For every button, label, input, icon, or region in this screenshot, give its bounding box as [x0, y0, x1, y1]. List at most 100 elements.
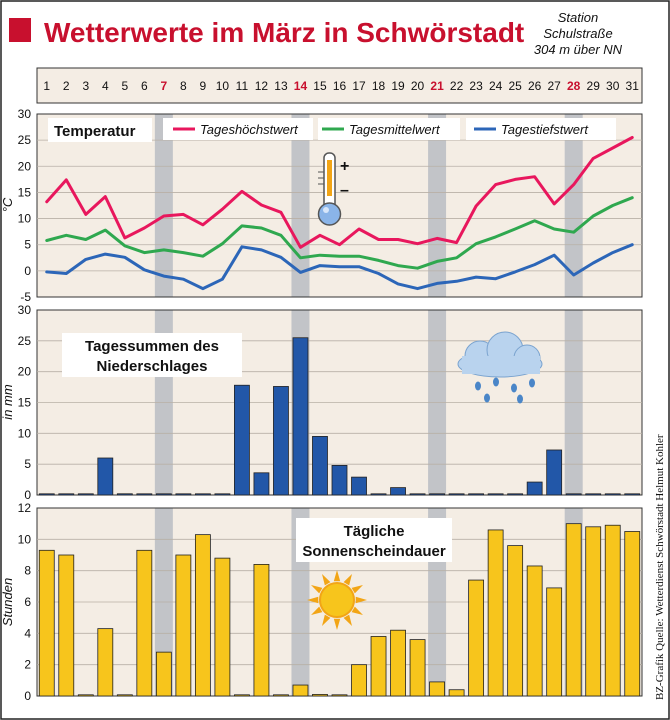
- day-number-12: 12: [255, 79, 269, 93]
- sunshine-bar-15: [312, 694, 328, 697]
- y-tick-1-20: 20: [18, 365, 32, 379]
- legend-mean-box: [318, 118, 460, 140]
- precipitation-bar-18: [370, 493, 387, 496]
- precipitation-bar-5: [116, 493, 133, 496]
- legend-max-label: Tageshöchstwert: [200, 122, 299, 137]
- precipitation-y-label: in mm: [0, 384, 15, 420]
- precipitation-bar-10: [214, 493, 231, 496]
- sunshine-bar-2: [58, 554, 75, 697]
- precipitation-bar-16: [331, 464, 348, 496]
- day-number-15: 15: [313, 79, 327, 93]
- sunshine-bar-19: [390, 629, 406, 697]
- precipitation-bar-27: [546, 449, 563, 496]
- precipitation-bar-1: [38, 493, 55, 496]
- temperature-title-box: [48, 118, 152, 142]
- y-tick-1-0: 0: [24, 488, 31, 502]
- day-number-17: 17: [352, 79, 366, 93]
- sunshine-bar-5: [116, 694, 133, 697]
- sunshine-bar-27: [546, 587, 563, 697]
- sun-ray-6: [307, 596, 319, 604]
- day-number-6: 6: [141, 79, 148, 93]
- precipitation-title-line-2: Niederschlages: [97, 358, 208, 375]
- legend-max-box: [163, 118, 313, 140]
- day-number-13: 13: [274, 79, 288, 93]
- precipitation-bar-11: [234, 384, 250, 496]
- precipitation-bar-29: [585, 493, 602, 496]
- day-number-26: 26: [528, 79, 542, 93]
- rain-cloud-icon: [457, 331, 543, 404]
- sun-ray-3: [333, 618, 341, 630]
- sun-ray-11: [351, 585, 363, 594]
- sunshine-bar-13: [273, 694, 289, 697]
- y-tick-2-2: 2: [24, 658, 31, 672]
- sun-disc: [319, 582, 355, 618]
- y-tick-1-15: 15: [18, 396, 32, 410]
- sunshine-bar-29: [585, 526, 602, 697]
- day-number-11: 11: [236, 79, 249, 93]
- sun-ray-7: [311, 585, 323, 594]
- precipitation-bar-30: [604, 493, 621, 496]
- sunshine-bar-31: [624, 531, 641, 697]
- precipitation-bar-7: [155, 493, 172, 496]
- day-number-3: 3: [82, 79, 89, 93]
- precipitation-bar-20: [409, 493, 426, 496]
- y-tick-0-30: 30: [18, 107, 32, 121]
- precipitation-bar-25: [507, 493, 524, 496]
- day-number-4: 4: [102, 79, 109, 93]
- precipitation-bar-15: [312, 436, 328, 496]
- chart-marks: [38, 136, 641, 697]
- day-number-24: 24: [489, 79, 503, 93]
- y-tick-0-15: 15: [18, 185, 32, 199]
- day-number-29: 29: [587, 79, 601, 93]
- station-line-3: 304 m über NN: [534, 42, 623, 57]
- sunshine-bar-8: [175, 554, 192, 697]
- day-number-2: 2: [63, 79, 70, 93]
- sunshine-bar-26: [526, 565, 543, 697]
- sunshine-title-box: [296, 518, 452, 562]
- sunshine-bar-10: [214, 557, 231, 697]
- sunshine-bar-24: [487, 529, 504, 697]
- y-tick-labels: -5 0 5 10 15 20 25 30 0 5 10 15 20 25 30 0 2 4 6 8 10 12: [18, 107, 32, 703]
- sun-ray-4: [322, 614, 331, 626]
- thermometer-icon: + –: [317, 152, 349, 226]
- y-tick-2-10: 10: [18, 532, 32, 546]
- sunshine-bar-20: [409, 639, 426, 697]
- precipitation-bar-17: [351, 476, 367, 496]
- day-number-8: 8: [180, 79, 187, 93]
- day-number-19: 19: [391, 79, 405, 93]
- sunday-band-0-28: [564, 114, 583, 297]
- thermometer-plus: +: [340, 158, 349, 175]
- thermometer-minus: –: [340, 182, 349, 199]
- sunshine-bar-3: [77, 694, 94, 697]
- day-number-9: 9: [200, 79, 207, 93]
- y-tick-0-5: 5: [24, 238, 31, 252]
- day-number-20: 20: [411, 79, 425, 93]
- sunshine-y-label: Stunden: [0, 578, 15, 626]
- y-tick-0--5: -5: [20, 290, 31, 304]
- precipitation-bar-19: [390, 487, 406, 496]
- sunshine-bar-23: [468, 579, 485, 697]
- max-temperature-line: [45, 136, 634, 249]
- y-tick-2-0: 0: [24, 689, 31, 703]
- day-number-22: 22: [450, 79, 464, 93]
- precipitation-bar-22: [448, 493, 465, 496]
- sunshine-bar-16: [331, 694, 348, 697]
- y-tick-1-10: 10: [18, 426, 32, 440]
- y-tick-0-20: 20: [18, 159, 32, 173]
- legend-mean-label: Tagesmittelwert: [349, 122, 441, 137]
- day-number-21: 21: [430, 79, 444, 93]
- day-number-row: 1 2 3 4 5 6 7 8 9 10 11 12 13 14 15 16 17 18 19 20 21 22 23 24 2…: [43, 79, 639, 93]
- source-credit: BZ-Grafik Quelle: Wetterdienst Schwörsta…: [654, 434, 666, 700]
- sunshine-bar-28: [565, 523, 582, 697]
- sun-ray-9: [333, 570, 341, 582]
- sunshine-bar-21: [429, 681, 445, 697]
- day-number-25: 25: [508, 79, 522, 93]
- sun-ray-2: [343, 614, 352, 626]
- day-number-31: 31: [626, 79, 640, 93]
- sunshine-title-line-1: Tägliche: [344, 523, 405, 540]
- min-temperature-line: [45, 243, 634, 291]
- sunshine-bar-11: [234, 694, 250, 697]
- y-tick-1-5: 5: [24, 457, 31, 471]
